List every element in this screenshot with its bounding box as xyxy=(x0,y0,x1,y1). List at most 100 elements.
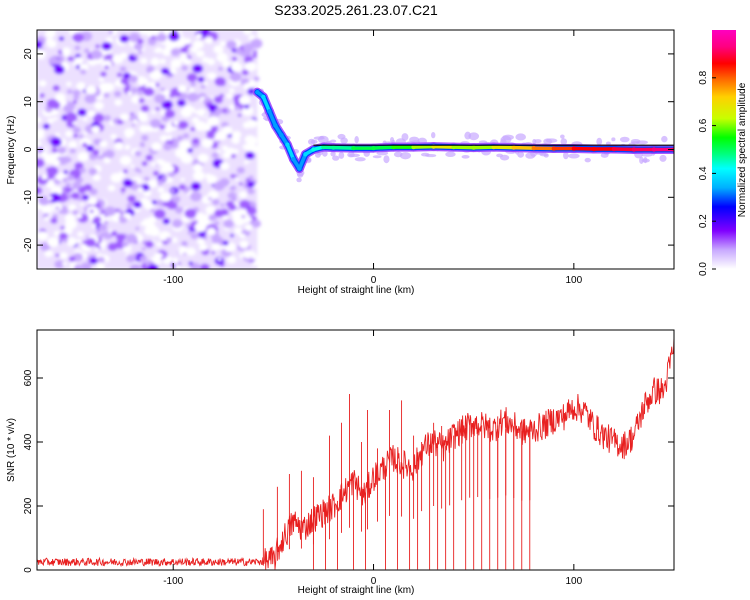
ridge-halo xyxy=(619,136,630,143)
noise-blob xyxy=(82,117,88,122)
noise-blob xyxy=(229,185,237,192)
noise-blob xyxy=(77,108,87,117)
noise-blob xyxy=(100,246,105,250)
noise-blob xyxy=(140,221,146,226)
ridge-halo xyxy=(461,155,470,159)
noise-blob xyxy=(90,172,95,176)
noise-blob xyxy=(222,215,229,221)
noise-blob xyxy=(159,58,166,64)
ridge-halo xyxy=(393,151,403,158)
noise-blob xyxy=(40,231,45,236)
colorbar-tick-label: 0.4 xyxy=(698,166,709,180)
noise-blob xyxy=(61,47,71,55)
noise-blob xyxy=(229,71,242,82)
noise-blob xyxy=(134,150,142,157)
noise-blob xyxy=(216,52,228,63)
noise-blob xyxy=(169,68,177,75)
noise-blob xyxy=(166,135,173,141)
noise-blob xyxy=(187,147,194,153)
noise-blob xyxy=(114,240,125,250)
noise-blob xyxy=(70,191,80,200)
chart-title: S233.2025.261.23.07.C21 xyxy=(274,2,438,18)
noise-blob xyxy=(226,93,233,99)
noise-blob xyxy=(222,60,231,68)
noise-blob xyxy=(55,59,63,65)
noise-blob xyxy=(78,134,84,139)
noise-blob xyxy=(67,56,74,62)
x-tick-label: -100 xyxy=(163,275,183,286)
noise-blob xyxy=(248,175,254,180)
noise-blob xyxy=(161,176,167,180)
noise-blob xyxy=(141,134,149,142)
noise-blob xyxy=(45,167,52,173)
noise-blob xyxy=(67,174,75,181)
noise-blob xyxy=(143,176,150,182)
colorbar-tick-label: 0.0 xyxy=(698,262,709,276)
noise-blob xyxy=(217,132,227,141)
noise-blob xyxy=(206,227,216,236)
noise-blob xyxy=(140,142,146,148)
ridge-halo xyxy=(315,152,321,158)
noise-blob xyxy=(216,140,221,144)
noise-blob xyxy=(211,251,215,255)
ridge-halo xyxy=(499,154,510,161)
ridge-halo xyxy=(310,139,318,144)
noise-blob xyxy=(160,165,169,173)
noise-blob xyxy=(160,87,166,92)
noise-blob xyxy=(87,197,98,206)
noise-blob xyxy=(53,117,58,121)
noise-blob xyxy=(190,126,196,132)
noise-blob xyxy=(149,70,162,80)
noise-blob xyxy=(89,257,98,265)
noise-blob xyxy=(208,214,218,222)
noise-blob xyxy=(74,57,84,65)
noise-blob xyxy=(228,88,235,94)
noise-blob xyxy=(117,119,123,125)
noise-blob xyxy=(72,32,84,43)
noise-blob xyxy=(98,82,110,92)
ridge-halo xyxy=(330,151,336,157)
ridge-point xyxy=(273,123,278,128)
noise-blob xyxy=(129,263,141,269)
noise-blob xyxy=(214,76,226,87)
snr-x-label: Height of straight line (km) xyxy=(298,585,415,596)
noise-blob xyxy=(136,180,142,185)
colorbar-ticks: 0.0 0.2 0.4 0.6 0.8 xyxy=(698,70,716,276)
noise-blob xyxy=(170,64,176,70)
noise-blob xyxy=(219,162,230,171)
ridge-halo xyxy=(515,133,527,141)
noise-blob xyxy=(197,238,206,245)
ridge-halo xyxy=(332,155,340,161)
x-tick-label: -100 xyxy=(163,576,183,587)
noise-blob xyxy=(93,216,102,223)
noise-blob xyxy=(138,98,145,104)
noise-blob xyxy=(105,37,113,44)
ridge-halo xyxy=(584,157,591,163)
noise-blob xyxy=(47,237,60,248)
noise-blob xyxy=(190,232,199,240)
ridge-point xyxy=(491,144,496,150)
noise-blob xyxy=(100,71,107,77)
ridge-halo xyxy=(545,138,558,143)
noise-blob xyxy=(98,223,108,232)
ridge-halo xyxy=(337,133,346,140)
noise-blob xyxy=(178,184,186,190)
snr-x-axis: -100 0 100 xyxy=(163,330,583,587)
noise-blob xyxy=(43,216,49,221)
noise-blob xyxy=(171,219,183,229)
noise-blob xyxy=(234,105,240,111)
noise-blob xyxy=(199,243,208,251)
ridge-halo xyxy=(383,155,390,164)
noise-blob xyxy=(153,49,159,53)
noise-blob xyxy=(180,46,189,54)
noise-blob xyxy=(80,262,92,269)
noise-blob xyxy=(158,159,166,166)
y-tick-label: 20 xyxy=(23,48,34,60)
noise-blob xyxy=(193,163,203,172)
noise-blob xyxy=(72,126,81,134)
noise-blob xyxy=(200,84,206,89)
noise-blob xyxy=(159,192,172,202)
noise-blob xyxy=(137,89,144,96)
noise-blob xyxy=(155,83,160,87)
